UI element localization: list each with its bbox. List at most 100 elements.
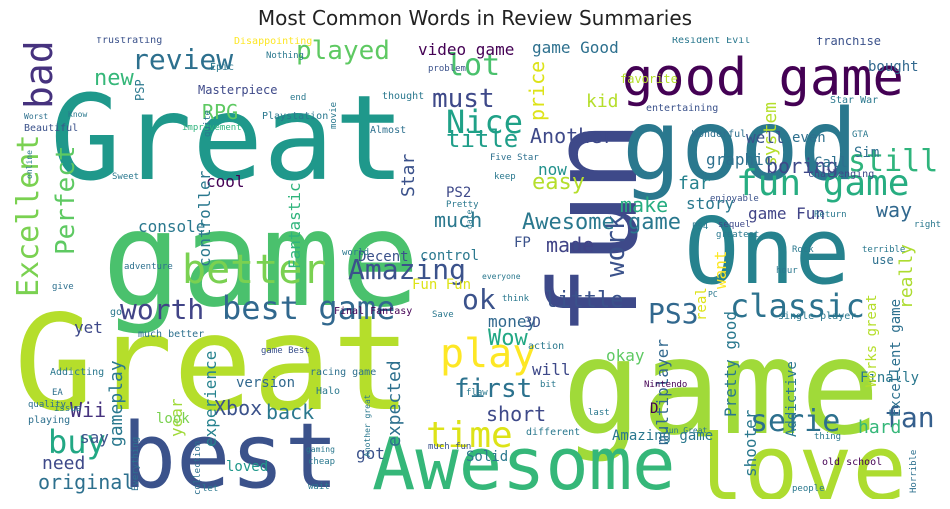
word-42: Awesome game bbox=[522, 210, 681, 235]
word-174: 3D bbox=[524, 315, 541, 331]
word-37: RPG bbox=[202, 100, 238, 124]
word-169: Pretty bbox=[446, 200, 479, 210]
word-94: game Good bbox=[532, 38, 619, 57]
word-171: Return bbox=[814, 210, 847, 220]
word-175: D bbox=[650, 401, 658, 417]
word-133: people bbox=[792, 484, 825, 494]
word-59: really bbox=[896, 244, 917, 309]
word-183: date bbox=[465, 210, 474, 229]
word-25: Nice bbox=[446, 103, 523, 141]
word-111: Final Fantasy bbox=[334, 306, 412, 317]
word-98: real bbox=[694, 287, 710, 321]
word-7: love bbox=[690, 416, 907, 499]
word-156: Rock bbox=[792, 245, 814, 255]
word-162: go bbox=[110, 307, 122, 318]
word-9: Awesome bbox=[372, 422, 675, 499]
word-130: collection bbox=[193, 441, 203, 495]
word-96: favorite bbox=[620, 72, 678, 86]
word-21: serie bbox=[750, 404, 840, 439]
word-70: Fantastic bbox=[285, 182, 304, 269]
word-154: use bbox=[872, 253, 894, 267]
word-84: Pretty good bbox=[721, 311, 740, 417]
word-143: PSP bbox=[133, 79, 147, 101]
word-69: controller bbox=[195, 170, 214, 267]
word-80: yet bbox=[74, 318, 103, 337]
word-13: played bbox=[296, 37, 390, 66]
word-120: Wonderful bbox=[692, 129, 746, 140]
word-159: wait bbox=[308, 482, 330, 492]
word-151: Save bbox=[432, 310, 454, 320]
word-51: back bbox=[266, 400, 314, 424]
word-47: Wii bbox=[70, 398, 106, 422]
word-144: GTA bbox=[852, 130, 869, 140]
word-26: still bbox=[848, 144, 938, 179]
word-117: much fun bbox=[428, 442, 471, 452]
word-155: right bbox=[914, 220, 941, 230]
word-173: FP bbox=[514, 235, 531, 251]
word-82: version bbox=[236, 375, 295, 391]
word-52: short bbox=[486, 402, 546, 426]
word-45: Wow bbox=[488, 326, 528, 351]
word-121: frustrating bbox=[96, 37, 162, 46]
word-88: Excellent game bbox=[888, 299, 904, 417]
word-109: Star War bbox=[830, 95, 878, 106]
word-102: Amazing game bbox=[612, 428, 713, 444]
word-81: look bbox=[156, 411, 190, 427]
word-39: price bbox=[525, 61, 549, 121]
word-38: kid bbox=[586, 91, 619, 112]
word-185: PC bbox=[708, 290, 718, 299]
word-135: playing bbox=[28, 415, 70, 426]
word-181: online bbox=[25, 150, 34, 179]
word-132: Horrible bbox=[909, 450, 919, 493]
word-178: gaming bbox=[306, 445, 335, 454]
word-22: fan bbox=[884, 401, 935, 434]
word-8: One bbox=[684, 198, 850, 305]
word-124: enjoyable bbox=[710, 194, 759, 204]
word-76: will bbox=[532, 360, 571, 379]
word-137: thought bbox=[382, 91, 424, 102]
word-20: classic bbox=[730, 287, 865, 325]
word-123: entertaining bbox=[646, 103, 718, 114]
word-63: now bbox=[538, 160, 567, 179]
word-62: Star bbox=[398, 153, 419, 197]
word-cloud: Great game game Great fun good best love One Awes… bbox=[14, 37, 944, 499]
word-113: racing game bbox=[310, 367, 376, 378]
word-99: Decent bbox=[358, 249, 409, 265]
word-125: challenging bbox=[808, 169, 874, 180]
word-30: Perfect bbox=[51, 145, 81, 255]
word-44: little bbox=[544, 288, 623, 313]
word-6: best bbox=[122, 404, 339, 499]
word-85: multiplayer bbox=[653, 339, 672, 445]
word-95: video game bbox=[418, 40, 514, 59]
word-146: EA bbox=[52, 388, 63, 398]
word-18: play bbox=[440, 331, 536, 377]
word-141: Nothing bbox=[266, 51, 304, 61]
word-128: adventure bbox=[124, 262, 173, 272]
word-160: let bbox=[202, 484, 218, 494]
word-31: work bbox=[601, 214, 631, 277]
word-157: thing bbox=[814, 432, 841, 442]
word-12: review bbox=[132, 43, 233, 76]
word-3: Great bbox=[50, 69, 405, 207]
word-73: story bbox=[686, 194, 735, 213]
word-180: Worst bbox=[24, 112, 48, 121]
word-164: end bbox=[290, 93, 306, 103]
word-134: quality bbox=[28, 400, 67, 410]
word-89: even bbox=[792, 130, 826, 146]
word-112: Nintendo bbox=[644, 380, 687, 390]
word-145: Halo bbox=[316, 386, 340, 397]
word-176: fun Great bbox=[664, 426, 708, 435]
word-93: bought bbox=[868, 59, 919, 75]
word-77: got bbox=[356, 444, 385, 463]
word-172: PS4 bbox=[692, 222, 708, 232]
word-104: Masterpiece bbox=[198, 83, 277, 97]
word-33: PS3 bbox=[648, 297, 699, 330]
word-136: problem bbox=[428, 64, 466, 74]
word-182: think bbox=[502, 294, 530, 304]
word-36: new bbox=[94, 66, 134, 91]
word-55: made bbox=[546, 233, 594, 257]
word-168: Sweet bbox=[112, 172, 139, 182]
word-32: first bbox=[454, 374, 532, 404]
word-108: franchise bbox=[816, 37, 881, 48]
